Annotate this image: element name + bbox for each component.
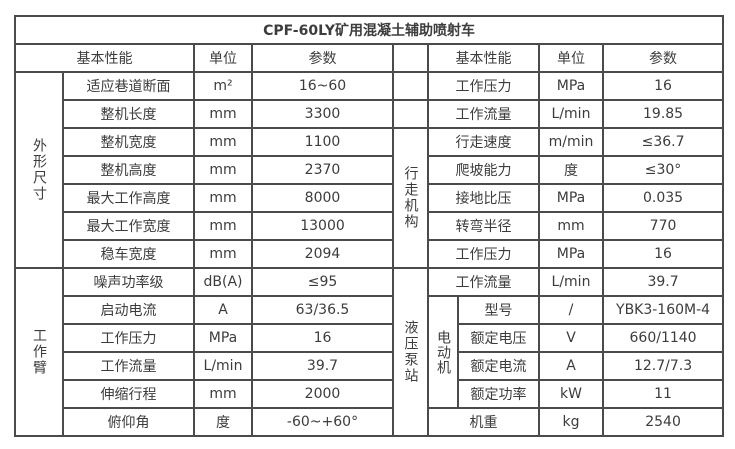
group-label-working-arm: 工作臂 [14, 267, 64, 437]
spec-name-cell: 转弯半径 [427, 211, 540, 241]
spec-unit-cell: mm [193, 379, 253, 409]
spec-unit-cell: A [193, 295, 253, 325]
spec-unit-cell: mm [193, 183, 253, 213]
spec-value-cell: 16~60 [251, 71, 394, 101]
spec-name-cell: 额定功率 [457, 379, 540, 409]
spec-value-cell: 16 [251, 323, 394, 353]
spec-unit-cell: m² [193, 71, 253, 101]
spec-value-cell: 0.035 [601, 183, 725, 213]
spec-name-cell: 最大工作宽度 [62, 211, 195, 241]
spec-value-cell: ≤95 [251, 267, 394, 297]
spec-value-cell: ≤36.7 [601, 127, 725, 157]
spec-name-cell: 最大工作高度 [62, 183, 195, 213]
empty-group-cell [392, 71, 429, 101]
spec-name-cell: 伸缩行程 [62, 379, 195, 409]
spec-unit-cell: mm [193, 99, 253, 129]
spec-unit-cell: mm [193, 155, 253, 185]
group-label-travel-mechanism: 行走机构 [392, 127, 429, 269]
spec-unit-cell: kg [538, 407, 604, 437]
spec-value-cell: 2000 [251, 379, 394, 409]
spec-name-cell: 额定电压 [457, 323, 540, 353]
spec-name-cell: 工作流量 [62, 351, 195, 381]
spec-name-cell: 工作压力 [427, 239, 540, 269]
spec-unit-cell: mm [193, 127, 253, 157]
header-unit-left: 单位 [193, 43, 253, 73]
spec-value-cell: 13000 [251, 211, 394, 241]
spec-value-cell: YBK3-160M-4 [601, 295, 725, 325]
spec-value-cell: 3300 [251, 99, 394, 129]
spec-value-cell: 2540 [601, 407, 725, 437]
empty-group-cell [392, 99, 429, 129]
spec-value-cell: 16 [601, 71, 725, 101]
header-empty-cell [392, 43, 429, 73]
header-perf-left: 基本性能 [14, 43, 195, 73]
spec-name-cell: 额定电流 [457, 351, 540, 381]
table-title: CPF-60LY矿用混凝土辅助喷射车 [13, 15, 725, 45]
spec-value-cell: 12.7/7.3 [601, 351, 725, 381]
spec-unit-cell: L/min [538, 267, 604, 297]
spec-value-cell: 2094 [251, 239, 394, 269]
spec-unit-cell: MPa [538, 239, 604, 269]
spec-value-cell: 39.7 [251, 351, 394, 381]
header-param-right: 参数 [601, 43, 725, 73]
spec-unit-cell: MPa [538, 183, 604, 213]
spec-name-cell: 稳车宽度 [62, 239, 195, 269]
spec-value-cell: -60~+60° [251, 407, 394, 437]
spec-name-cell: 整机长度 [62, 99, 195, 129]
spec-name-cell: 噪声功率级 [62, 267, 195, 297]
spec-unit-cell: dB(A) [193, 267, 253, 297]
spec-table-container: CPF-60LY矿用混凝土辅助喷射车 基本性能 单位 参数 基本性能 单位 参数… [13, 15, 725, 437]
subgroup-label-electric-motor: 电动机 [427, 295, 459, 409]
spec-name-cell: 俯仰角 [62, 407, 195, 437]
spec-unit-cell: mm [538, 211, 604, 241]
spec-unit-cell: 度 [193, 407, 253, 437]
spec-unit-cell: MPa [193, 323, 253, 353]
spec-value-cell: 660/1140 [601, 323, 725, 353]
spec-value-cell: 39.7 [601, 267, 725, 297]
header-param-left: 参数 [251, 43, 394, 73]
spec-value-cell: 2370 [251, 155, 394, 185]
spec-value-cell: 16 [601, 239, 725, 269]
spec-unit-cell: mm [193, 211, 253, 241]
spec-unit-cell: L/min [538, 99, 604, 129]
spec-unit-cell: mm [193, 239, 253, 269]
spec-value-cell: ≤30° [601, 155, 725, 185]
spec-unit-cell: L/min [193, 351, 253, 381]
spec-value-cell: 8000 [251, 183, 394, 213]
spec-name-cell: 整机高度 [62, 155, 195, 185]
spec-value-cell: 11 [601, 379, 725, 409]
group-label-dimensions: 外形尺寸 [14, 71, 64, 269]
spec-name-cell: 工作压力 [62, 323, 195, 353]
header-perf-right: 基本性能 [427, 43, 540, 73]
spec-name-cell: 机重 [427, 407, 540, 437]
spec-name-cell: 型号 [457, 295, 540, 325]
spec-unit-cell: m/min [538, 127, 604, 157]
spec-value-cell: 19.85 [601, 99, 725, 129]
spec-name-cell: 适应巷道断面 [62, 71, 195, 101]
spec-unit-cell: / [538, 295, 604, 325]
spec-value-cell: 63/36.5 [251, 295, 394, 325]
header-unit-right: 单位 [538, 43, 604, 73]
spec-value-cell: 770 [601, 211, 725, 241]
spec-name-cell: 工作流量 [427, 267, 540, 297]
spec-name-cell: 整机宽度 [62, 127, 195, 157]
spec-unit-cell: 度 [538, 155, 604, 185]
spec-name-cell: 启动电流 [62, 295, 195, 325]
spec-table: CPF-60LY矿用混凝土辅助喷射车 基本性能 单位 参数 基本性能 单位 参数… [13, 15, 725, 437]
spec-unit-cell: V [538, 323, 604, 353]
spec-unit-cell: kW [538, 379, 604, 409]
spec-name-cell: 爬坡能力 [427, 155, 540, 185]
spec-unit-cell: MPa [538, 71, 604, 101]
spec-value-cell: 1100 [251, 127, 394, 157]
spec-unit-cell: A [538, 351, 604, 381]
spec-name-cell: 工作压力 [427, 71, 540, 101]
spec-name-cell: 工作流量 [427, 99, 540, 129]
spec-name-cell: 接地比压 [427, 183, 540, 213]
group-label-hydraulic-pump-station: 液压泵站 [392, 267, 429, 437]
spec-name-cell: 行走速度 [427, 127, 540, 157]
